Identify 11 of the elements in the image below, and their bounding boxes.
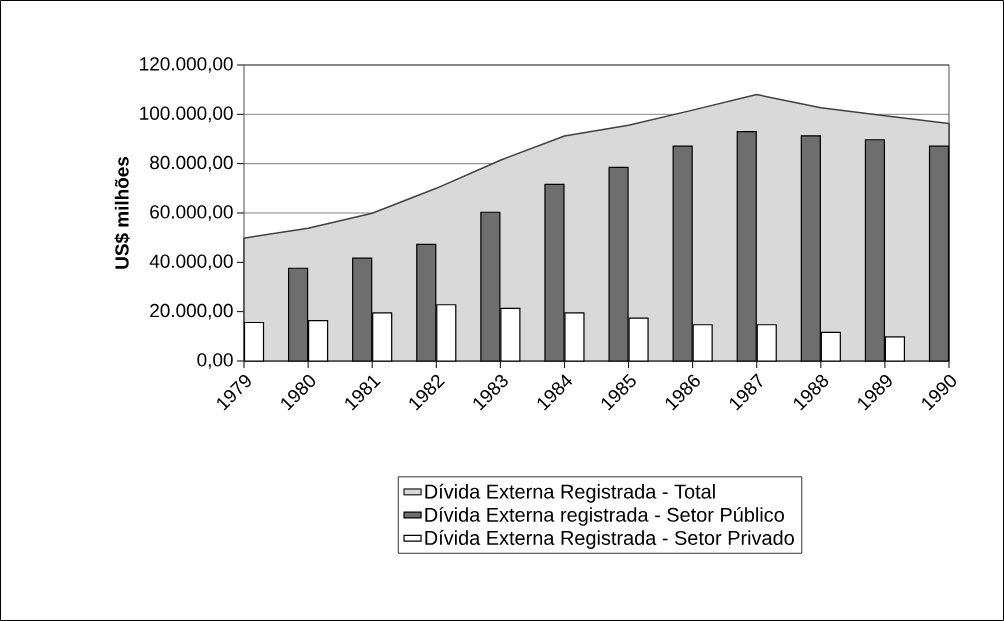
y-tick-label: 0,00 — [197, 353, 233, 369]
y-tick-label: 80.000,00 — [150, 155, 233, 172]
y-tick-label: 60.000,00 — [150, 205, 233, 221]
y-tick-label: 120.000,00 — [140, 57, 233, 73]
legend-label: Dívida Externa Registrada - Setor Privado — [425, 530, 794, 549]
y-axis-title: US$ milhões — [114, 156, 130, 269]
y-tick-label: 20.000,00 — [150, 303, 233, 320]
legend-label: Dívida Externa Registrada - Total — [425, 483, 715, 503]
legend-label: Dívida Externa registrada - Setor Público — [425, 506, 784, 526]
y-tick-label: 100.000,00 — [140, 106, 233, 123]
y-tick-label: 40.000,00 — [149, 254, 233, 271]
